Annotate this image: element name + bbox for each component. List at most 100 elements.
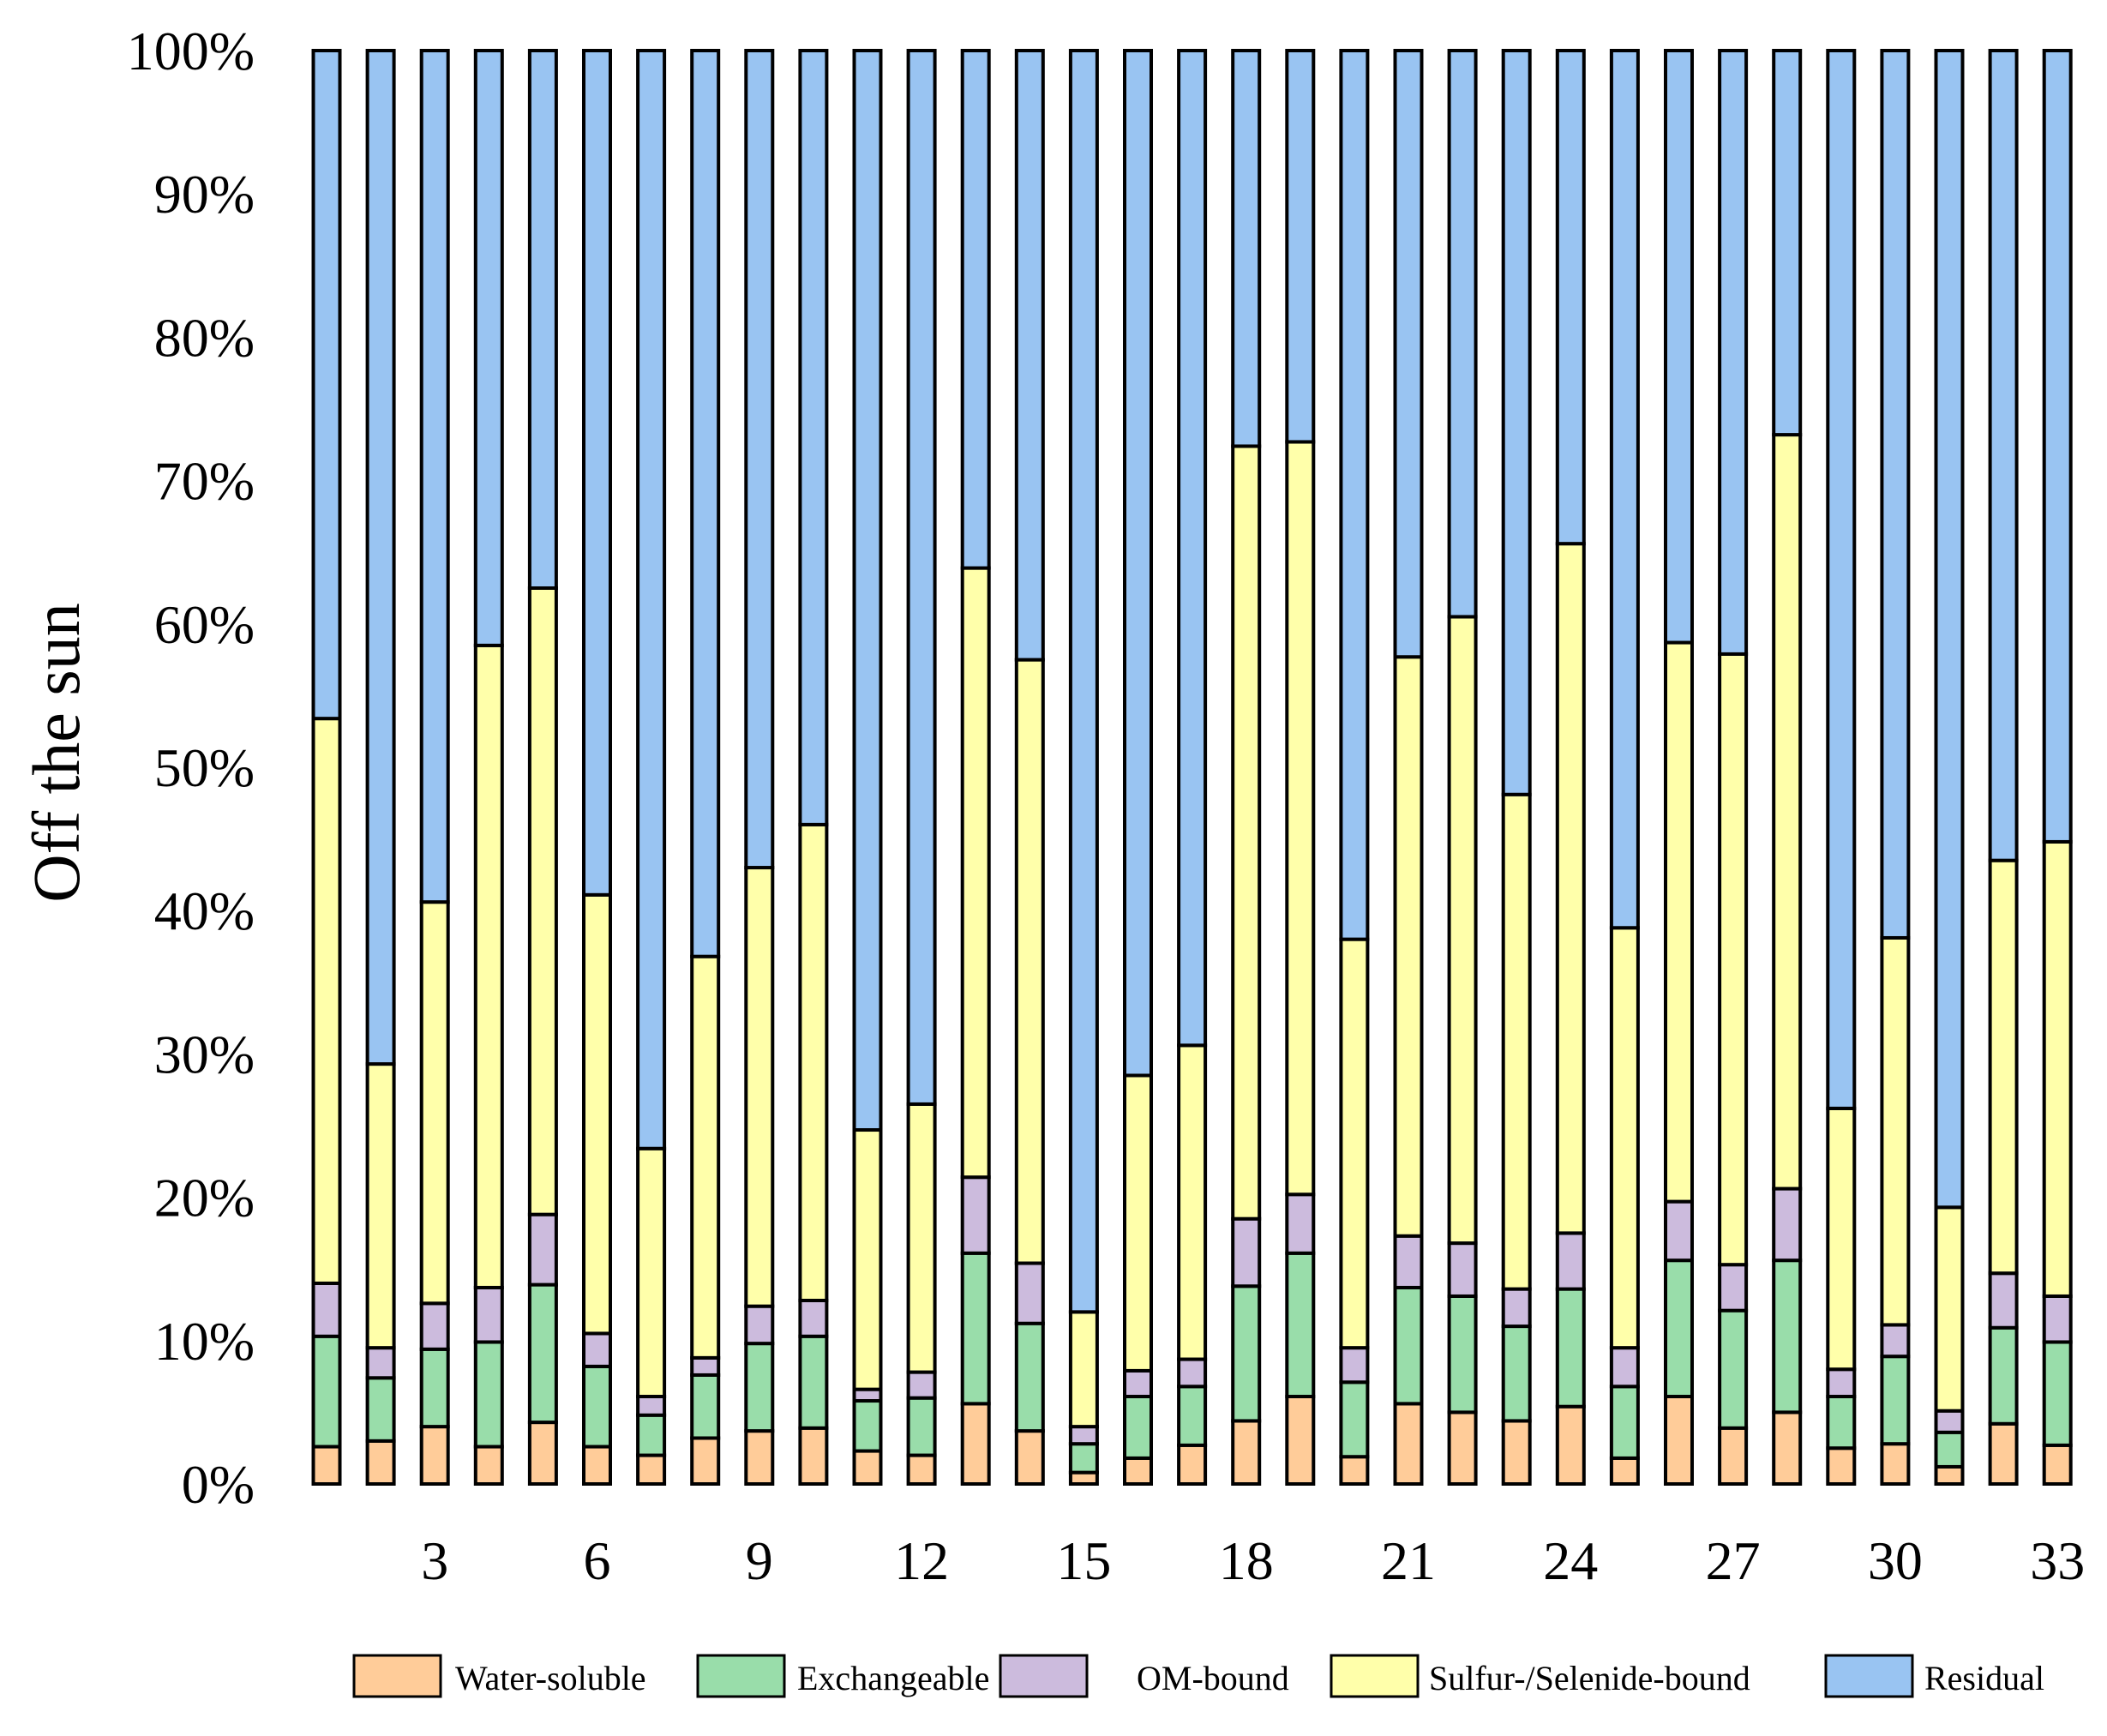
bar-segment-residual [311,49,342,721]
bar-segment-om-bound [2042,1294,2073,1344]
bar-segment-residual [1447,49,1478,619]
bar-segment-om-bound [960,1175,991,1255]
bar-segment-residual [527,49,558,590]
bar-segment-exchangeable [473,1340,504,1449]
bar-segment-om-bound [1123,1368,1153,1399]
bar-segment-om-bound [744,1304,775,1346]
bar-segment-residual [1880,49,1911,940]
bar-segment-exchangeable [1718,1308,1749,1430]
bar-segment-residual [1231,49,1262,448]
bar-segment-exchangeable [1880,1355,1911,1446]
legend-item: Water-soluble [352,1654,646,1698]
bar-segment-om-bound [636,1395,667,1417]
bar-segment-water-soluble [636,1453,667,1487]
bar-segment-exchangeable [365,1376,396,1443]
bar-segment-residual [1339,49,1370,941]
bar-segment-exchangeable [1988,1325,2019,1426]
bar-segment-sulfur-selenide-bound [1880,935,1911,1327]
bar-segment-water-soluble [2042,1443,2073,1486]
bar-stack [419,49,450,1486]
bar-segment-residual [1177,49,1208,1048]
bar-segment-sulfur-selenide-bound [1934,1205,1965,1413]
bar-segment-water-soluble [1988,1421,2019,1486]
bar-segment-water-soluble [1068,1470,1099,1487]
bar-segment-water-soluble [1339,1455,1370,1487]
bar-stack [1014,49,1045,1486]
bar-segment-exchangeable [960,1251,991,1406]
bar-stack [2042,49,2073,1486]
bar-stack [1447,49,1478,1487]
bar-segment-water-soluble [311,1445,342,1486]
bar-segment-sulfur-selenide-bound [1068,1310,1099,1429]
bar-segment-om-bound [1501,1287,1532,1329]
y-tick-label: 100% [127,21,255,81]
bar-segment-water-soluble [1555,1404,1586,1487]
bar-segment-water-soluble [1609,1456,1640,1487]
bar-segment-exchangeable [1285,1251,1316,1399]
bar-segment-water-soluble [852,1449,883,1486]
y-tick-label: 90% [154,164,255,225]
bar-segment-om-bound [1609,1346,1640,1389]
bar-segment-sulfur-selenide-bound [1664,640,1694,1204]
bar-segment-om-bound [473,1285,504,1344]
bar-segment-water-soluble [1934,1464,1965,1487]
y-tick-label: 20% [154,1168,255,1228]
bar-segment-residual [419,49,450,904]
bar-stack [1555,49,1586,1487]
bar-stack [582,49,612,1486]
bar-segment-om-bound [527,1212,558,1287]
bar-segment-water-soluble [527,1421,558,1486]
bar-stack [1664,49,1694,1487]
bar-segment-sulfur-selenide-bound [1231,444,1262,1221]
bar-segment-residual [960,49,991,570]
bar-segment-sulfur-selenide-bound [1826,1106,1857,1372]
legend-label: Exchangeable [797,1659,989,1697]
bar-segment-om-bound [419,1301,450,1351]
bar-segment-water-soluble [1880,1442,1911,1486]
bar-stack [1285,49,1316,1487]
bar-segment-exchangeable [311,1334,342,1449]
bar-segment-exchangeable [690,1373,721,1440]
legend: Water-soluble Exchangeable OM-bound Sulfur-… [352,1654,2044,1698]
bar-segment-water-soluble [1123,1456,1153,1487]
legend-swatch [352,1654,442,1698]
bar-segment-residual [1555,49,1586,546]
bar-segment-water-soluble [582,1445,612,1486]
bar-stack [852,49,883,1486]
bar-segment-om-bound [1447,1241,1478,1298]
bar-segment-om-bound [1068,1425,1099,1446]
y-tick-label: 60% [154,594,255,655]
bar-segment-residual [1123,49,1153,1078]
bar-stack [1068,49,1099,1487]
bar-segment-exchangeable [906,1396,937,1457]
bar-segment-sulfur-selenide-bound [1988,858,2019,1276]
bar-segment-om-bound [906,1370,937,1400]
bar-stack [636,49,667,1487]
bar-segment-exchangeable [1501,1325,1532,1423]
bar-segment-sulfur-selenide-bound [2042,839,2073,1298]
bar-stack [1988,49,2019,1486]
bar-segment-residual [798,49,829,826]
bar-segment-exchangeable [636,1413,667,1457]
bar-segment-sulfur-selenide-bound [690,954,721,1360]
bar-segment-exchangeable [1609,1385,1640,1460]
bar-segment-residual [1393,49,1424,659]
bar-segment-sulfur-selenide-bound [1501,792,1532,1291]
bar-segment-sulfur-selenide-bound [527,586,558,1216]
bar-segment-exchangeable [1068,1442,1099,1475]
bar-segment-om-bound [1285,1192,1316,1255]
bar-stack [1339,49,1370,1487]
bar-stack [311,49,342,1486]
bar-stack [1772,49,1803,1487]
bar-segment-sulfur-selenide-bound [1393,655,1424,1238]
x-tick-label: 24 [1543,1530,1598,1591]
bar-segment-residual [1501,49,1532,796]
x-tick-label: 30 [1868,1530,1923,1591]
x-axis-ticks: 3 6 9 12 15 18 21 24 27 30 33 [421,1530,2085,1591]
bar-segment-residual [1664,49,1694,645]
x-tick-label: 15 [1056,1530,1111,1591]
bar-segment-residual [1988,49,2019,862]
bar-segment-sulfur-selenide-bound [582,892,612,1336]
bar-stack [1501,49,1532,1487]
